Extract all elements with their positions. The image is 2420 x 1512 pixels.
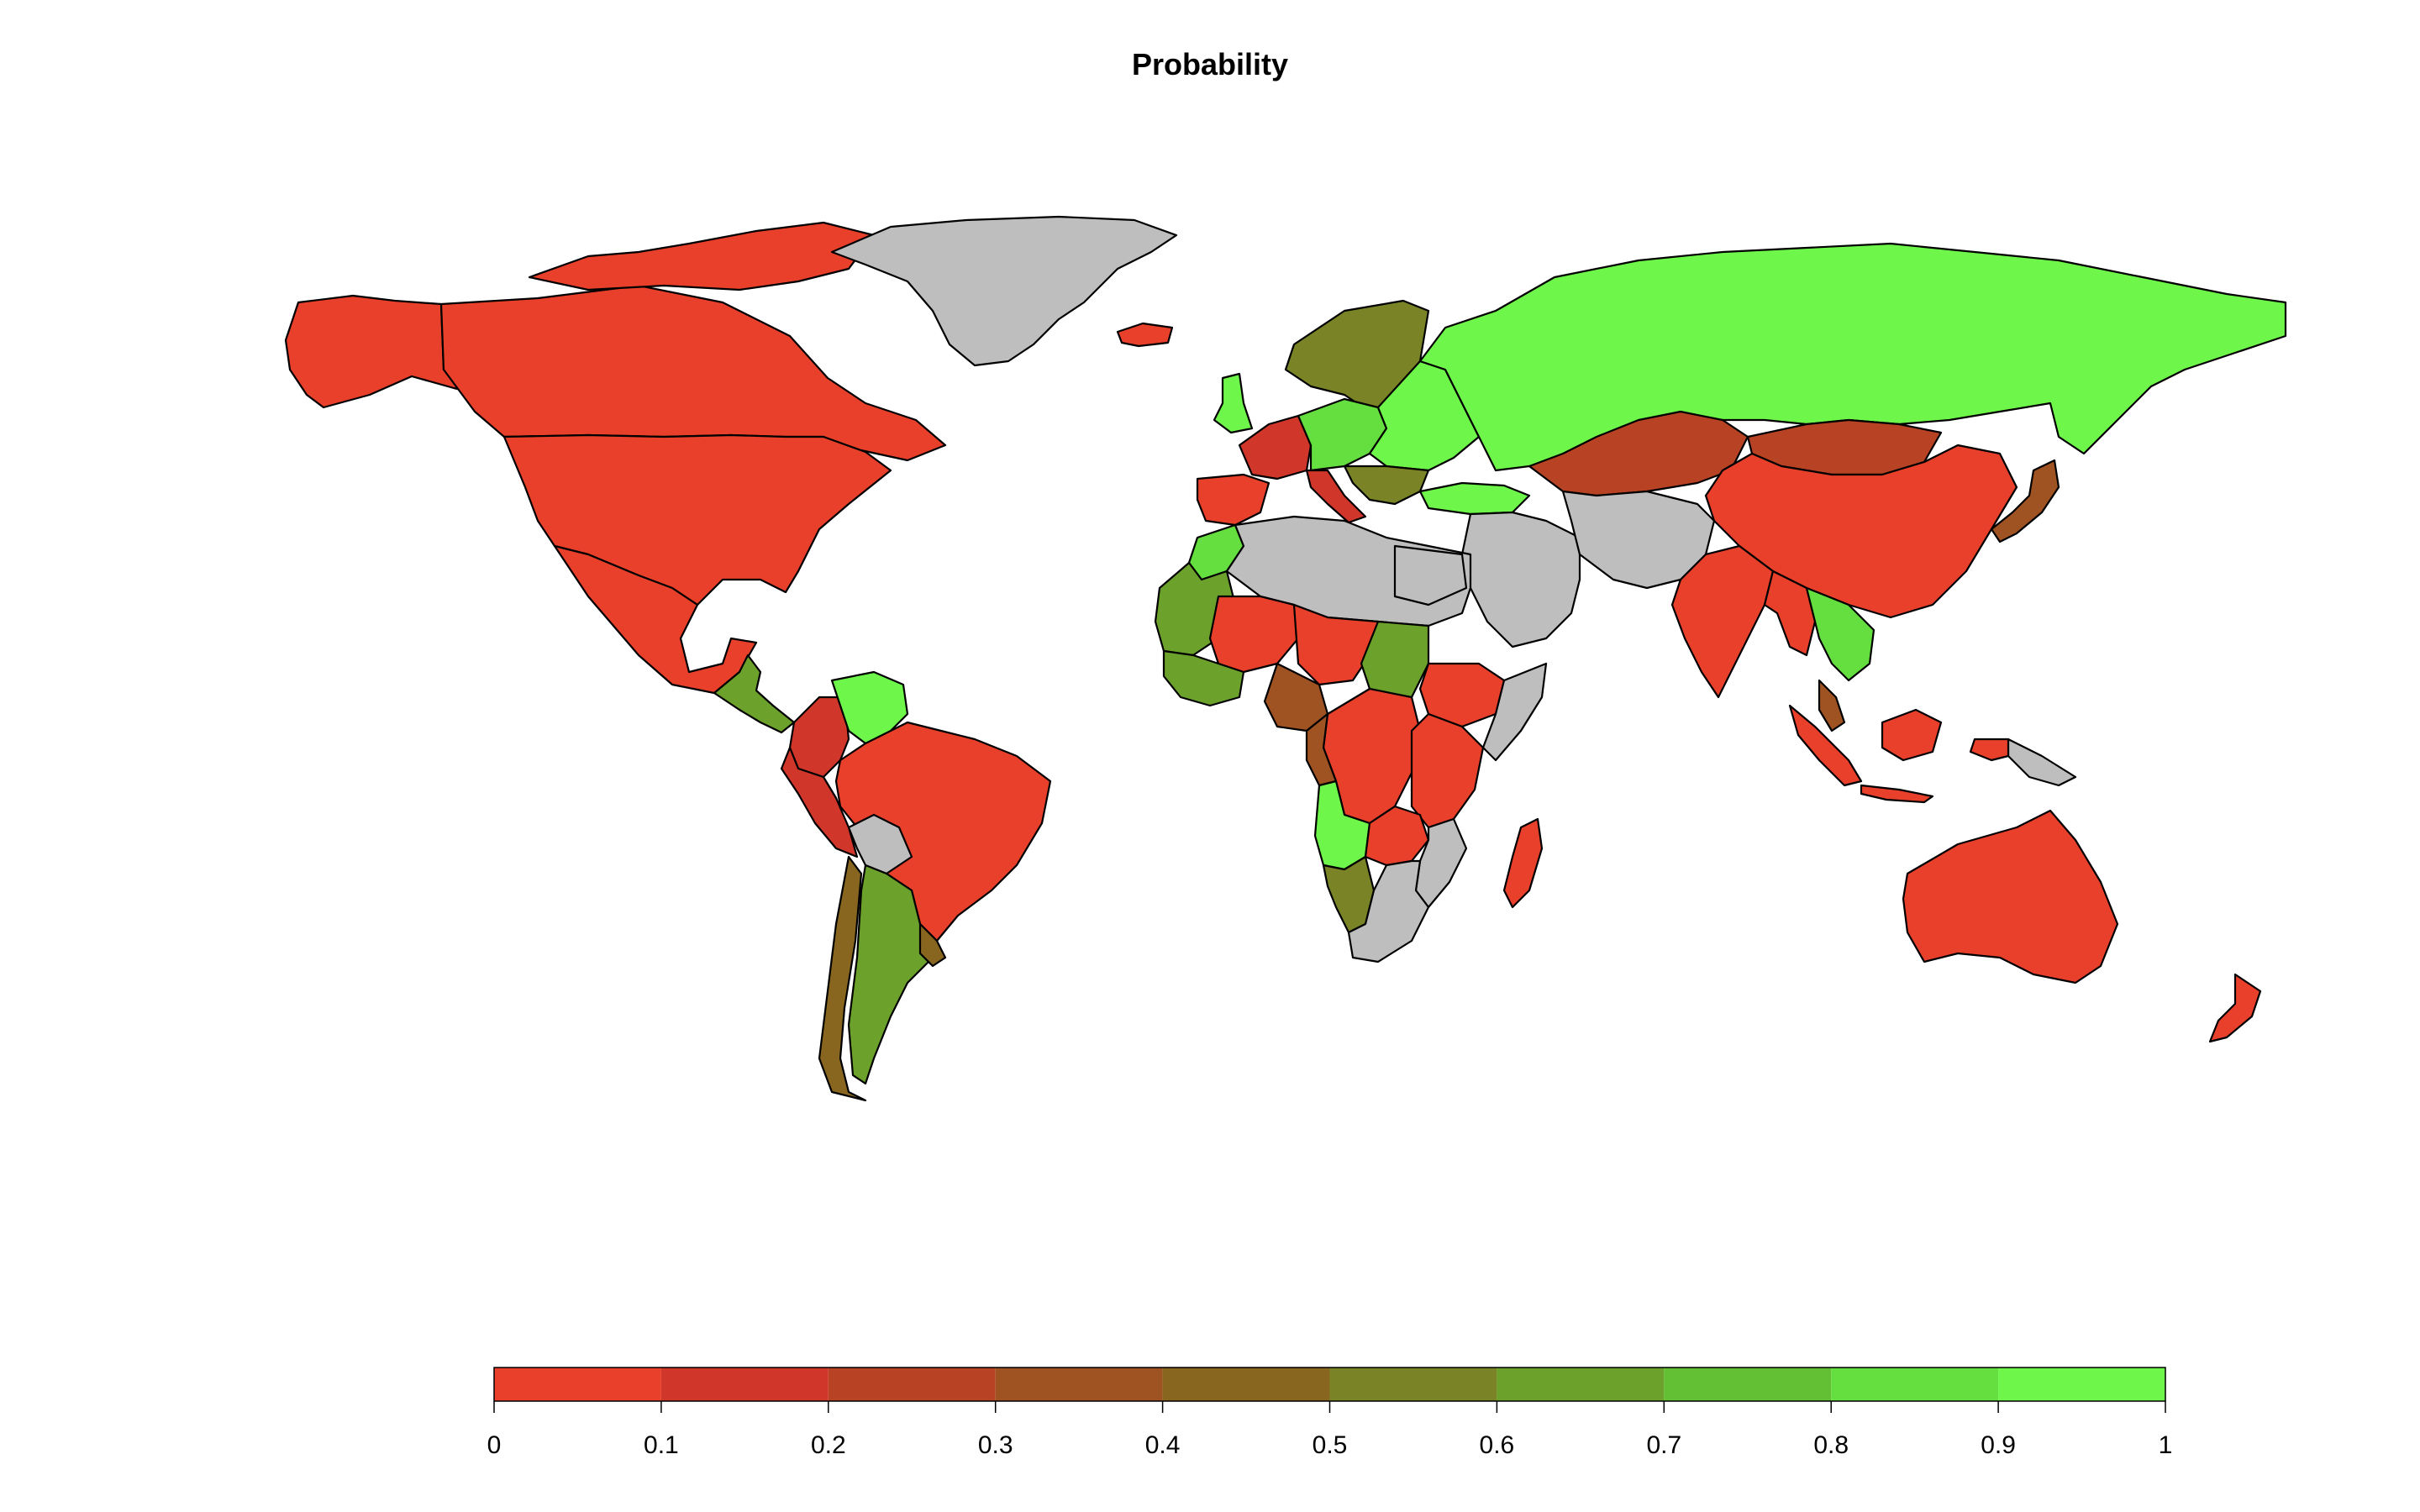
region-madagascar bbox=[1502, 817, 1544, 909]
legend-tick-label: 0.7 bbox=[1646, 1431, 1681, 1459]
region-zambia bbox=[1364, 805, 1430, 867]
region-papua-new-guinea bbox=[2007, 738, 2077, 787]
region-uk bbox=[1213, 372, 1254, 434]
region-italy bbox=[1305, 469, 1367, 524]
legend-swatch bbox=[1998, 1368, 2165, 1401]
legend-tick-label: 0.2 bbox=[811, 1431, 846, 1459]
region-indonesia-sumatra bbox=[1788, 704, 1863, 787]
region-mexico bbox=[553, 544, 758, 695]
region-west-africa bbox=[1162, 649, 1245, 707]
region-greenland bbox=[830, 215, 1178, 367]
region-western-europe bbox=[1238, 414, 1313, 480]
legend-tick-label: 0.9 bbox=[1981, 1431, 2016, 1459]
region-middle-east bbox=[1460, 511, 1581, 648]
region-india bbox=[1670, 544, 1775, 699]
region-mali bbox=[1208, 595, 1300, 674]
region-chad bbox=[1292, 603, 1380, 686]
region-canada bbox=[439, 284, 947, 462]
legend-tick-label: 0.1 bbox=[644, 1431, 679, 1459]
legend-swatch bbox=[1664, 1368, 1832, 1401]
legend-swatch bbox=[828, 1368, 996, 1401]
region-bolivia bbox=[847, 813, 913, 875]
region-central-europe bbox=[1297, 397, 1388, 472]
legend-swatch bbox=[1329, 1368, 1497, 1401]
region-peru bbox=[780, 746, 859, 858]
legend-swatch bbox=[995, 1368, 1163, 1401]
region-japan bbox=[1990, 459, 2060, 543]
legend-swatch bbox=[1497, 1368, 1665, 1401]
legend-tick-label: 0.5 bbox=[1313, 1431, 1348, 1459]
legend-tick-label: 0 bbox=[487, 1431, 502, 1459]
region-indonesia-borneo bbox=[1881, 708, 1943, 762]
region-uruguay bbox=[918, 922, 947, 968]
legend-swatch bbox=[660, 1368, 829, 1401]
region-ethiopia bbox=[1418, 662, 1506, 728]
region-new-zealand bbox=[2208, 973, 2262, 1043]
region-alaska bbox=[284, 294, 485, 409]
region-chile bbox=[818, 855, 867, 1102]
region-egypt bbox=[1393, 544, 1468, 606]
region-argentina bbox=[847, 864, 934, 1085]
legend-swatch bbox=[1831, 1368, 1999, 1401]
region-usa bbox=[502, 433, 892, 606]
legend-tick-label: 0.8 bbox=[1813, 1431, 1849, 1459]
map-title: Probability bbox=[1131, 47, 1289, 81]
region-balkans bbox=[1343, 465, 1430, 506]
region-east-africa bbox=[1410, 712, 1485, 829]
region-indonesia-papua bbox=[1969, 738, 2010, 762]
region-iberia bbox=[1196, 473, 1270, 527]
legend-tick-label: 0.6 bbox=[1480, 1431, 1515, 1459]
region-somalia bbox=[1481, 662, 1548, 762]
legend-swatch bbox=[494, 1368, 661, 1401]
legend-swatch bbox=[1162, 1368, 1330, 1401]
region-malaysia bbox=[1818, 679, 1846, 732]
color-legend: 0 0.1 0.2 0.3 0.4 0.5 0.6 0.7 0.8 0.9 1 bbox=[487, 1367, 2173, 1459]
legend-tick-label: 0.4 bbox=[1145, 1431, 1181, 1459]
region-turkey bbox=[1418, 481, 1531, 516]
legend-tick-label: 0.3 bbox=[978, 1431, 1013, 1459]
region-southeast-asia bbox=[1805, 586, 1876, 682]
region-australia bbox=[1902, 809, 2119, 984]
region-south-africa bbox=[1347, 859, 1430, 963]
region-iceland bbox=[1116, 322, 1174, 348]
region-indonesia-java bbox=[1860, 784, 1934, 804]
region-canada-islands bbox=[528, 221, 876, 291]
legend-tick-label: 1 bbox=[2159, 1431, 2173, 1459]
region-central-america bbox=[713, 654, 796, 734]
